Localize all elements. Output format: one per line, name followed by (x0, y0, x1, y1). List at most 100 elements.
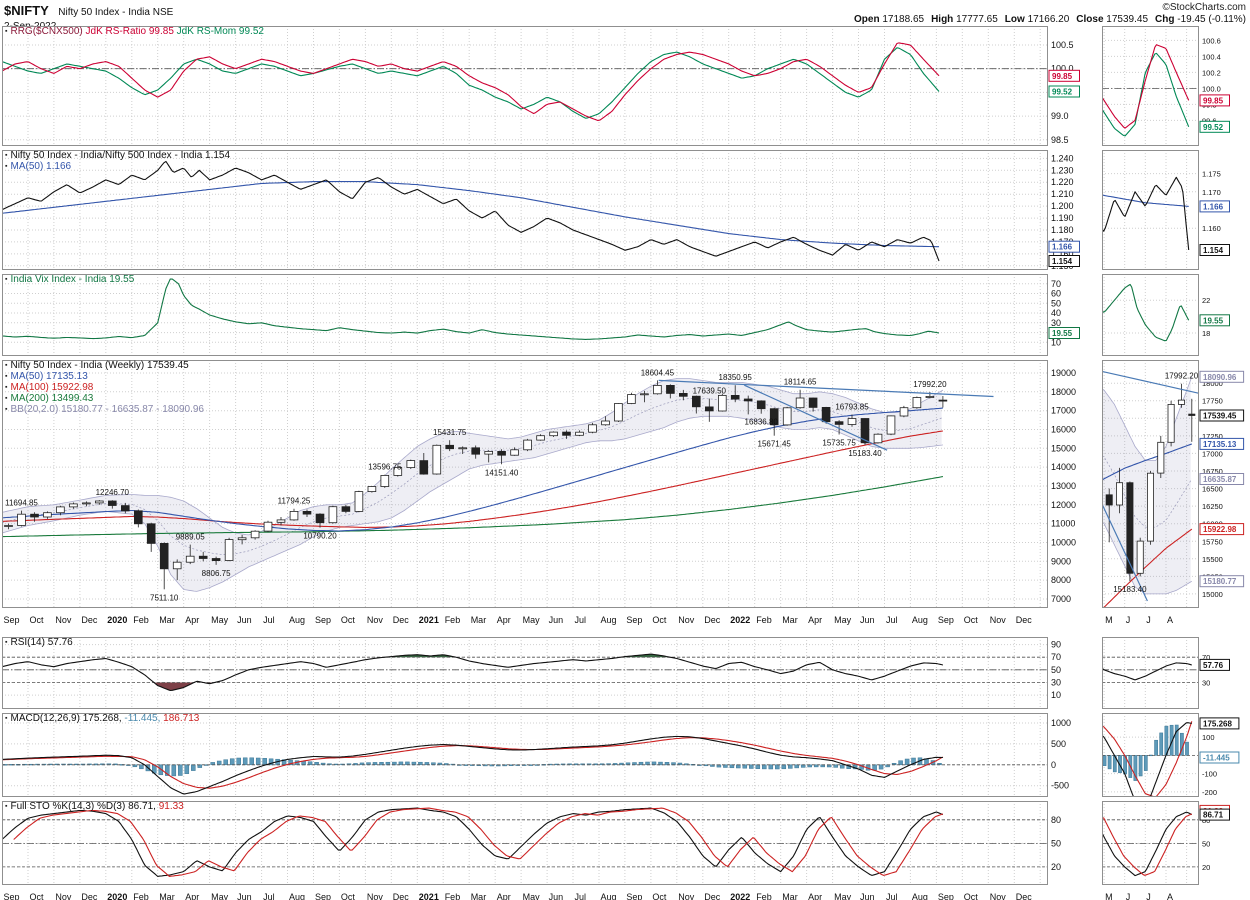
svg-text:Aug: Aug (912, 892, 928, 900)
svg-text:17539.45: 17539.45 (1203, 412, 1237, 421)
sto-zoom-panel: 80502091.3386.71 (1101, 801, 1250, 885)
svg-text:Aug: Aug (289, 615, 305, 625)
panel-row-sto: 80 50 20 ▪ Full STO %K(14,3) %D(3) 86.71, 91… (1, 801, 1250, 885)
svg-text:Nov: Nov (55, 892, 72, 900)
svg-text:Jul: Jul (886, 892, 898, 900)
stockcharts-credit: ©StockCharts.com (1162, 2, 1246, 13)
svg-text:16500: 16500 (1202, 485, 1223, 494)
svg-text:Mar: Mar (471, 615, 487, 625)
svg-text:Oct: Oct (341, 615, 356, 625)
svg-text:1.160: 1.160 (1202, 224, 1221, 233)
svg-text:100: 100 (1202, 733, 1215, 742)
xaxis-bottom: Sep Oct Nov Dec 2020 Feb Mar Apr May Jun Jul Aug Sep… (2, 889, 1250, 900)
price-zoom-panel: 15183.4017992.20180001775017500172501700… (1095, 360, 1250, 772)
panel-row-rsi: 90 70 50 30 10 ▪ RSI(14) 57.76 70 30 57.76 (1, 637, 1250, 709)
quote-label: High (931, 14, 954, 25)
svg-text:17992.20: 17992.20 (913, 380, 947, 389)
svg-text:Dec: Dec (1016, 615, 1033, 625)
svg-text:500: 500 (1051, 739, 1066, 749)
svg-text:Sep: Sep (938, 615, 954, 625)
svg-text:18350.95: 18350.95 (719, 373, 753, 382)
price-mini-chart: 15183.4017992.20180001775017500172501700… (1095, 360, 1245, 772)
svg-text:8000: 8000 (1051, 575, 1071, 585)
svg-text:1.170: 1.170 (1202, 188, 1221, 197)
svg-text:Apr: Apr (808, 615, 822, 625)
svg-text:19000: 19000 (1051, 368, 1076, 378)
svg-text:10000: 10000 (1051, 538, 1076, 548)
svg-text:1.220: 1.220 (1051, 177, 1074, 187)
macd-mini-chart: 100 -100 -200 175.268 -11.445 (1101, 713, 1240, 811)
svg-text:Dec: Dec (1016, 892, 1033, 900)
svg-text:100.0: 100.0 (1051, 64, 1074, 74)
svg-text:40: 40 (1051, 308, 1061, 318)
svg-text:30: 30 (1202, 679, 1210, 688)
quote-value: 17188.65 (879, 14, 925, 25)
svg-text:16836.80: 16836.80 (745, 418, 779, 427)
svg-text:12246.70: 12246.70 (96, 488, 130, 497)
svg-text:Nov: Nov (55, 615, 72, 625)
svg-text:86.71: 86.71 (1203, 811, 1224, 820)
svg-text:16000: 16000 (1051, 425, 1076, 435)
svg-text:1.200: 1.200 (1051, 201, 1074, 211)
svg-text:15183.40: 15183.40 (848, 449, 882, 458)
svg-text:30: 30 (1051, 318, 1061, 328)
sto-main-chart: 80 50 20 (1, 801, 1061, 885)
svg-text:J: J (1146, 892, 1151, 900)
svg-text:80: 80 (1051, 815, 1061, 825)
svg-text:70: 70 (1202, 653, 1210, 662)
svg-text:May: May (834, 892, 852, 900)
svg-text:Nov: Nov (990, 892, 1007, 900)
svg-text:17639.50: 17639.50 (693, 387, 727, 396)
svg-text:Jun: Jun (549, 615, 564, 625)
vix-zoom-panel: 22 18 19.55 (1101, 274, 1250, 356)
svg-text:Oct: Oct (964, 892, 979, 900)
svg-text:17750: 17750 (1202, 397, 1223, 406)
svg-text:13000: 13000 (1051, 481, 1076, 491)
svg-text:J: J (1146, 615, 1151, 625)
svg-text:May: May (834, 615, 852, 625)
svg-text:J: J (1126, 615, 1131, 625)
svg-text:20: 20 (1202, 863, 1210, 872)
svg-text:1.166: 1.166 (1052, 243, 1073, 252)
svg-text:Feb: Feb (445, 615, 461, 625)
svg-text:16250: 16250 (1202, 502, 1223, 511)
ratio-mini-chart: 1.175 1.170 1.160 1.166 1.154 (1101, 150, 1230, 270)
svg-text:-500: -500 (1051, 781, 1069, 791)
svg-text:16750: 16750 (1202, 467, 1223, 476)
svg-text:13596.75: 13596.75 (368, 463, 402, 472)
svg-text:1000: 1000 (1051, 718, 1071, 728)
svg-text:70: 70 (1051, 279, 1061, 289)
svg-text:20: 20 (1051, 862, 1061, 872)
svg-text:2022: 2022 (730, 892, 750, 900)
svg-text:1.190: 1.190 (1051, 213, 1074, 223)
svg-text:99.0: 99.0 (1051, 111, 1069, 121)
svg-text:2021: 2021 (419, 615, 439, 625)
svg-text:15500: 15500 (1202, 555, 1223, 564)
svg-text:22: 22 (1202, 296, 1210, 305)
price-panel: 11694.85 12246.70 7511.10 9889.05 8806.75 117… (1, 360, 1099, 608)
svg-text:Dec: Dec (81, 892, 98, 900)
svg-text:17000: 17000 (1202, 449, 1223, 458)
svg-text:Jun: Jun (549, 892, 564, 900)
svg-text:19.55: 19.55 (1203, 316, 1224, 325)
svg-text:Mar: Mar (159, 615, 175, 625)
xaxis-top-labels: Sep Oct Nov Dec 2020 Feb Mar Apr May Jun Jul Aug Sep… (4, 615, 1174, 625)
svg-text:Nov: Nov (367, 615, 384, 625)
svg-text:Nov: Nov (678, 892, 695, 900)
svg-text:Dec: Dec (393, 892, 410, 900)
panel-row-vix: 7060504030201019.55▪India Vix Index - In… (1, 274, 1250, 356)
svg-text:100.5: 100.5 (1051, 40, 1074, 50)
svg-text:60: 60 (1051, 289, 1061, 299)
rrg-panel: 100.5100.099.599.098.599.8599.52▪RRG($CN… (1, 26, 1099, 146)
svg-text:Aug: Aug (912, 615, 928, 625)
svg-text:18090.96: 18090.96 (1203, 373, 1237, 382)
svg-text:15000: 15000 (1202, 590, 1223, 599)
ratio-zoom-panel: 1.175 1.170 1.160 1.166 1.154 (1101, 150, 1250, 270)
svg-text:15000: 15000 (1051, 443, 1076, 453)
svg-text:Mar: Mar (782, 892, 798, 900)
svg-text:1.160: 1.160 (1051, 249, 1074, 259)
svg-text:1.175: 1.175 (1202, 170, 1221, 179)
svg-text:Oct: Oct (652, 615, 667, 625)
